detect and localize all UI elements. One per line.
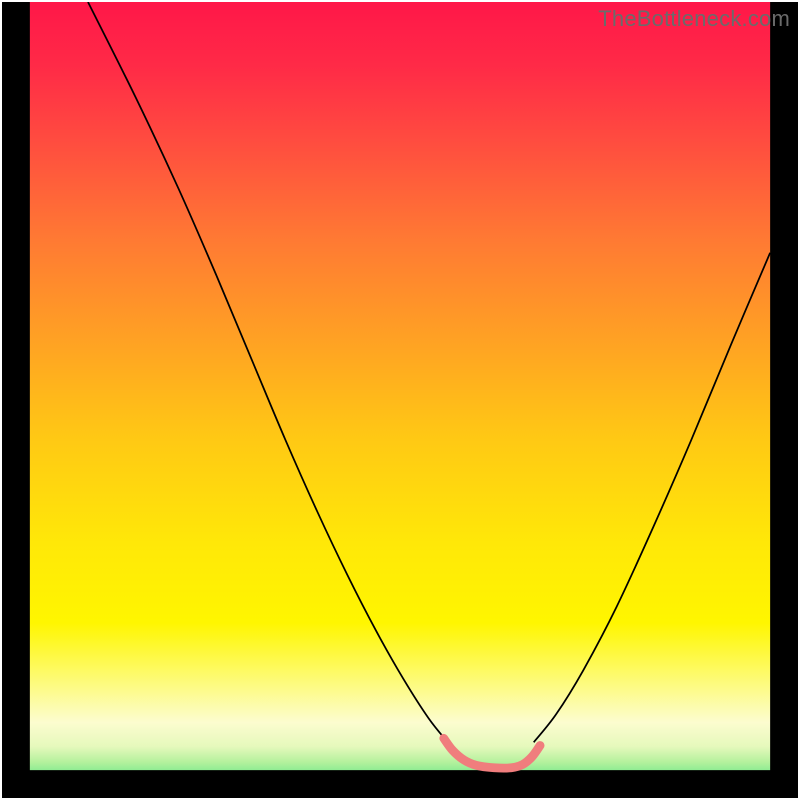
chart-container: TheBottleneck.com [0,0,800,800]
axis-border-right [770,2,798,798]
axis-border-left [2,2,30,798]
gradient-background [2,2,798,798]
plot-area [2,2,798,798]
axis-border-bottom [2,770,798,798]
watermark-text: TheBottleneck.com [598,6,790,32]
plot-svg [2,2,798,798]
